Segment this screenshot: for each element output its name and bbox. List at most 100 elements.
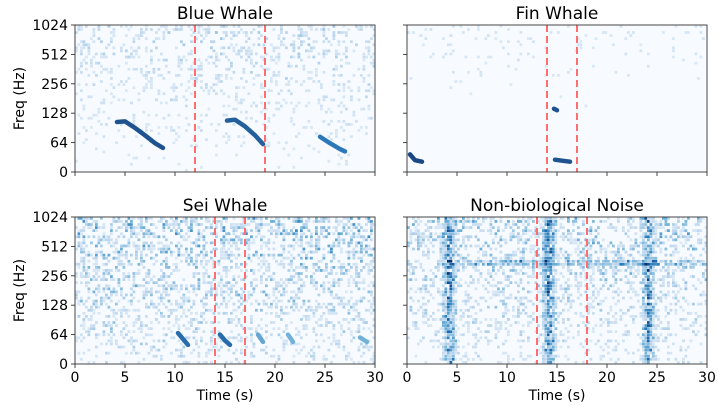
heat-cell	[449, 235, 453, 239]
heat-cell	[272, 70, 276, 74]
heat-cell	[432, 272, 435, 275]
heat-cell	[102, 275, 106, 278]
heat-cell	[357, 311, 361, 315]
heat-cell	[342, 40, 346, 44]
heat-cell	[327, 217, 331, 220]
heat-cell	[260, 64, 263, 68]
heat-cell	[644, 220, 648, 223]
heat-cell	[532, 302, 535, 306]
heat-cell	[185, 299, 188, 303]
heat-cell	[345, 354, 348, 358]
heat-cell	[197, 238, 201, 242]
heat-cell	[95, 253, 98, 257]
heat-cell	[242, 232, 246, 236]
heat-cell	[489, 284, 493, 288]
heat-cell	[307, 119, 311, 123]
heat-cell	[102, 333, 106, 337]
heat-cell	[647, 253, 650, 257]
heat-cell	[265, 311, 268, 315]
heat-cell	[522, 250, 525, 254]
heat-cell	[532, 232, 535, 236]
heat-cell	[232, 107, 236, 111]
heat-cell	[200, 259, 203, 263]
heat-cell	[225, 269, 228, 272]
heat-cell	[232, 336, 236, 340]
heat-cell	[492, 256, 495, 260]
heat-cell	[320, 83, 323, 86]
heat-cell	[370, 86, 373, 90]
heat-cell	[672, 281, 675, 285]
heat-cell	[292, 354, 296, 358]
heat-cell	[75, 49, 78, 53]
heat-cell	[140, 342, 143, 346]
heat-cell	[312, 266, 316, 269]
heat-cell	[667, 311, 670, 315]
heat-cell	[577, 226, 580, 229]
heat-cell	[77, 244, 81, 248]
heat-cell	[95, 302, 98, 306]
heat-cell	[477, 259, 480, 263]
heat-cell	[477, 250, 480, 254]
heat-cell	[564, 287, 568, 291]
heat-cell	[200, 40, 203, 44]
heat-cell	[222, 113, 226, 117]
heat-cell	[240, 77, 243, 80]
heat-cell	[187, 321, 191, 324]
heat-cell	[469, 235, 473, 239]
heat-cell	[454, 238, 458, 242]
heat-cell	[594, 235, 598, 239]
heat-cell	[175, 232, 178, 236]
heat-cell	[567, 253, 570, 257]
heat-cell	[185, 58, 188, 62]
heat-cell	[200, 86, 203, 90]
heat-cell	[157, 247, 161, 251]
heat-cell	[524, 247, 528, 251]
heat-cell	[539, 226, 543, 229]
heat-cell	[110, 269, 113, 272]
heat-cell	[704, 315, 708, 318]
heat-cell	[447, 278, 450, 282]
heat-cell	[207, 89, 211, 93]
heat-cell	[135, 256, 138, 260]
heat-cell	[559, 256, 563, 260]
heat-cell	[180, 28, 183, 31]
heat-cell	[459, 315, 463, 318]
heat-cell	[644, 235, 648, 239]
heat-cell	[544, 287, 548, 291]
heat-cell	[464, 281, 468, 285]
heat-cell	[427, 318, 430, 321]
heat-cell	[609, 308, 613, 312]
heat-cell	[240, 311, 243, 315]
heat-cell	[542, 229, 545, 233]
heat-cell	[125, 275, 128, 278]
heat-cell	[205, 308, 208, 312]
heat-cell	[185, 247, 188, 251]
heat-cell	[220, 287, 223, 291]
heat-cell	[444, 244, 448, 248]
heat-cell	[370, 281, 373, 285]
heat-cell	[554, 256, 558, 260]
heat-cell	[562, 287, 565, 291]
heat-cell	[112, 311, 116, 315]
heat-cell	[439, 290, 443, 294]
heat-cell	[342, 302, 346, 306]
heat-cell	[350, 217, 353, 220]
heat-cell	[692, 229, 695, 233]
heat-cell	[142, 336, 146, 340]
heat-cell	[160, 275, 163, 278]
heat-cell	[552, 217, 555, 220]
heat-cell	[667, 266, 670, 269]
heat-cell	[442, 55, 445, 59]
heat-cell	[467, 296, 470, 300]
heat-cell	[285, 305, 288, 309]
heat-cell	[240, 269, 243, 272]
heat-cell	[414, 311, 418, 315]
heat-cell	[462, 333, 465, 337]
heat-cell	[130, 342, 133, 346]
heat-cell	[457, 269, 460, 272]
heat-cell	[165, 305, 168, 309]
heat-cell	[315, 74, 318, 77]
heat-cell	[190, 324, 193, 327]
heat-cell	[652, 269, 655, 272]
heat-cell	[437, 287, 440, 291]
